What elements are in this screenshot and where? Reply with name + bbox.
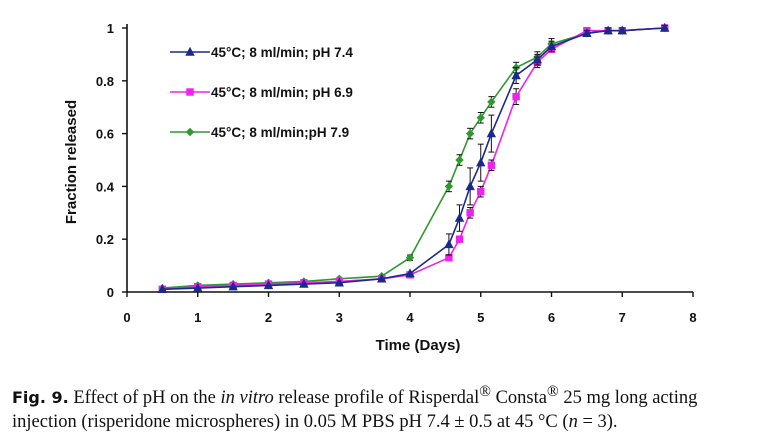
y-tick-label: 0.2 — [96, 232, 114, 247]
data-point — [263, 280, 274, 290]
data-point — [377, 273, 387, 283]
legend-entry: 45°C; 8 ml/min; pH 6.9 — [170, 85, 353, 100]
series-line — [162, 27, 665, 291]
data-point — [477, 187, 485, 196]
x-tick-label: 8 — [689, 310, 696, 325]
x-tick-label: 3 — [336, 310, 343, 325]
x-tick-label: 7 — [619, 310, 626, 325]
y-tick-label: 0 — [107, 285, 114, 300]
series-layer — [157, 22, 670, 294]
legend-label: 45°C; 8 ml/min;pH 7.9 — [211, 125, 349, 140]
data-point — [486, 128, 497, 138]
y-tick-label: 1 — [107, 21, 114, 36]
caption-n-symbol: n — [568, 412, 578, 433]
data-point — [511, 70, 521, 80]
legend-entry: 45°C; 8 ml/min;pH 7.9 — [170, 125, 349, 140]
caption-text-3: Consta — [490, 388, 547, 409]
caption-registered-mark-2: ® — [546, 383, 559, 400]
caption-text-4: 25 mg long acting injection (risperidone… — [12, 388, 698, 433]
data-point — [228, 281, 238, 291]
data-point — [455, 155, 464, 165]
caption-registered-mark-1: ® — [479, 383, 491, 400]
x-axis-label: Time (Days) — [376, 337, 461, 354]
figure-caption: Fig. 9. Effect of pH on the in vitro rel… — [12, 380, 752, 434]
data-point — [466, 209, 474, 217]
y-tick-label: 0.4 — [96, 179, 115, 194]
series-triangle — [157, 22, 670, 294]
caption-text-2: release profile of Risperdal — [273, 388, 480, 409]
data-point — [582, 28, 592, 37]
data-point — [465, 129, 475, 138]
legend: 45°C; 8 ml/min; pH 7.4 45°C; 8 ml/min; pH… — [170, 45, 353, 140]
legend-label: 45°C; 8 ml/min; pH 6.9 — [211, 85, 353, 100]
legend-marker — [186, 88, 194, 96]
data-point — [476, 157, 486, 167]
release-profile-chart: 0 1 2 3 4 5 6 7 8 0 0.2 0.4 0.6 0.8 1 45°C; 8 ml/min; … — [63, 21, 697, 354]
data-point — [334, 277, 344, 287]
y-axis-label: Fraction released — [63, 100, 80, 224]
data-point — [532, 54, 543, 64]
data-point — [512, 92, 520, 101]
data-point — [487, 161, 496, 169]
data-point — [465, 181, 475, 191]
chart-canvas: 0 1 2 3 4 5 6 7 8 0 0.2 0.4 0.6 0.8 1 45°C; 8 ml/min; … — [63, 21, 697, 354]
data-point — [444, 182, 454, 191]
data-point — [455, 235, 464, 243]
axes: 0 1 2 3 4 5 6 7 8 0 0.2 0.4 0.6 0.8 1 — [96, 21, 697, 325]
legend-label: 45°C; 8 ml/min; pH 7.4 — [211, 45, 353, 60]
caption-text-1: Effect of pH on the — [68, 388, 221, 409]
series-diamond — [158, 23, 669, 293]
data-point — [445, 253, 453, 262]
y-tick-label: 0.8 — [96, 74, 114, 89]
data-point — [660, 22, 670, 32]
data-point — [405, 268, 415, 278]
x-tick-label: 0 — [123, 310, 130, 325]
data-point — [603, 25, 613, 35]
series-line — [162, 27, 665, 291]
caption-italic-term: in vitro — [220, 388, 274, 409]
x-tick-label: 6 — [548, 310, 555, 325]
data-point — [405, 253, 415, 262]
caption-label: Fig. 9. — [12, 388, 69, 408]
data-point — [454, 212, 465, 222]
x-tick-label: 2 — [265, 310, 272, 325]
data-point — [299, 278, 309, 288]
legend-marker — [185, 46, 195, 56]
data-point — [193, 282, 203, 292]
data-point — [476, 113, 485, 122]
legend-marker — [185, 127, 195, 137]
x-tick-label: 1 — [194, 310, 201, 325]
data-point — [157, 284, 168, 294]
legend-entry: 45°C; 8 ml/min; pH 7.4 — [170, 45, 353, 60]
x-tick-label: 5 — [477, 310, 484, 325]
series-line — [162, 27, 665, 289]
data-point — [617, 25, 627, 35]
data-point — [546, 41, 557, 51]
data-point — [487, 97, 496, 107]
y-tick-label: 0.6 — [96, 127, 114, 142]
data-point — [444, 239, 454, 249]
caption-text-5: = 3). — [577, 412, 618, 433]
x-tick-label: 4 — [406, 310, 414, 325]
